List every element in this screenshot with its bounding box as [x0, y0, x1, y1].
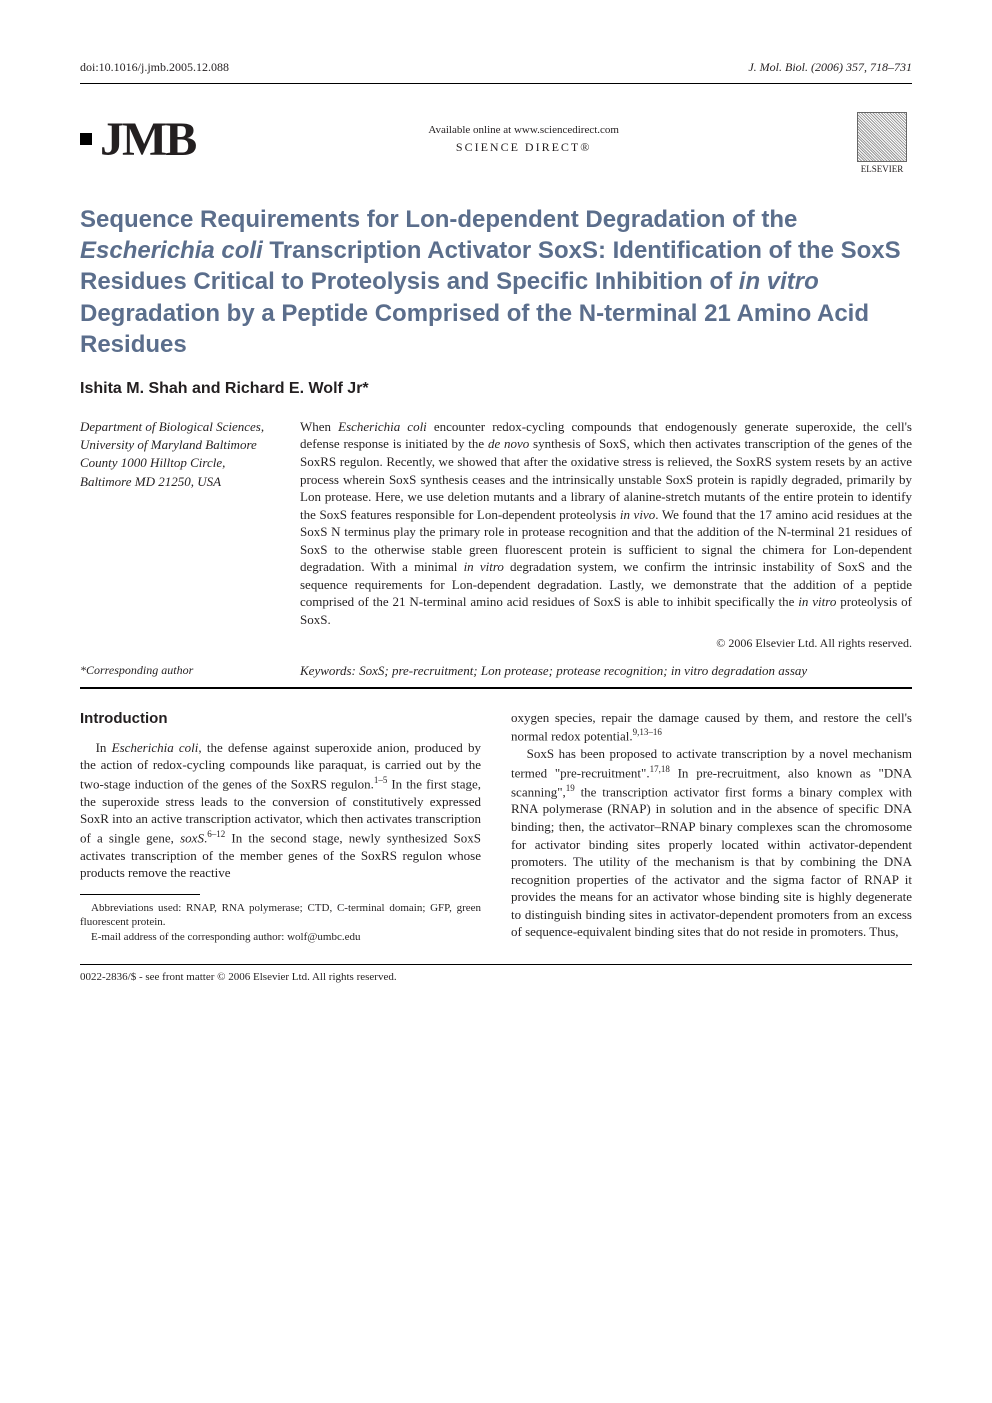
affiliation: Department of Biological Sciences, Unive… — [80, 418, 280, 651]
abstract: When Escherichia coli encounter redox-cy… — [300, 418, 912, 651]
elsevier-text: ELSEVIER — [861, 164, 904, 174]
keywords-label: Keywords: — [300, 663, 356, 678]
jmb-logo-text: JMB — [100, 112, 195, 167]
authors: Ishita M. Shah and Richard E. Wolf Jr* — [80, 380, 912, 398]
jmb-logo: JMB — [80, 112, 195, 167]
bottom-divider — [80, 964, 912, 965]
keywords-row: *Corresponding author Keywords: SoxS; pr… — [80, 663, 912, 679]
abbreviations-footnote: Abbreviations used: RNAP, RNA polymerase… — [80, 901, 481, 930]
email-footnote: E-mail address of the corresponding auth… — [80, 930, 481, 944]
journal-reference: J. Mol. Biol. (2006) 357, 718–731 — [748, 60, 912, 75]
article-title: Sequence Requirements for Lon-dependent … — [80, 204, 912, 360]
section-divider — [80, 687, 912, 689]
body-content: Introduction In Escherichia coli, the de… — [80, 709, 912, 944]
keywords-text: SoxS; pre-recruitment; Lon protease; pro… — [359, 663, 807, 678]
top-bar: doi:10.1016/j.jmb.2005.12.088 J. Mol. Bi… — [80, 60, 912, 75]
left-column: Introduction In Escherichia coli, the de… — [80, 709, 481, 944]
doi: doi:10.1016/j.jmb.2005.12.088 — [80, 60, 229, 75]
jmb-logo-square-icon — [80, 133, 92, 145]
elsevier-logo: ELSEVIER — [852, 104, 912, 174]
footer-copyright: 0022-2836/$ - see front matter © 2006 El… — [80, 971, 912, 983]
introduction-heading: Introduction — [80, 709, 481, 729]
online-info: Available online at www.sciencedirect.co… — [428, 124, 619, 155]
intro-col2-para-2: SoxS has been proposed to activate trans… — [511, 745, 912, 941]
right-column: oxygen species, repair the damage caused… — [511, 709, 912, 944]
available-online-text: Available online at www.sciencedirect.co… — [428, 124, 619, 136]
intro-para-1: In Escherichia coli, the defense against… — [80, 739, 481, 882]
header-row: JMB Available online at www.sciencedirec… — [80, 104, 912, 174]
science-direct-text: SCIENCE DIRECT® — [428, 140, 619, 155]
corresponding-author: *Corresponding author — [80, 663, 280, 679]
intro-col2-para-1: oxygen species, repair the damage caused… — [511, 709, 912, 745]
meta-abstract-row: Department of Biological Sciences, Unive… — [80, 418, 912, 651]
top-divider — [80, 83, 912, 84]
elsevier-tree-icon — [857, 112, 907, 162]
footnote-divider — [80, 894, 200, 895]
keywords: Keywords: SoxS; pre-recruitment; Lon pro… — [300, 663, 912, 679]
